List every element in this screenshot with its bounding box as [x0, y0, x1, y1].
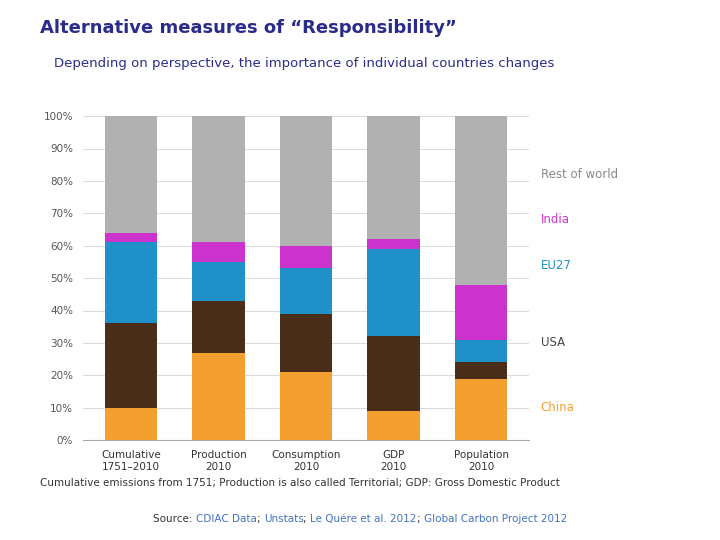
- Bar: [192, 116, 245, 242]
- Bar: [367, 116, 420, 239]
- Bar: [280, 246, 332, 268]
- Bar: [192, 301, 245, 353]
- Text: Alternative measures of “Responsibility”: Alternative measures of “Responsibility”: [40, 19, 456, 37]
- Bar: [367, 249, 420, 336]
- Bar: [455, 362, 508, 379]
- Text: USA: USA: [541, 336, 564, 349]
- Bar: [280, 116, 332, 246]
- Bar: [192, 353, 245, 440]
- Bar: [280, 372, 332, 440]
- Bar: [192, 116, 245, 242]
- Bar: [104, 233, 157, 242]
- Text: CDIAC Data: CDIAC Data: [196, 514, 257, 524]
- Text: EU27: EU27: [541, 259, 572, 272]
- Text: Source:: Source:: [153, 514, 196, 524]
- Bar: [104, 116, 157, 233]
- Text: Unstats: Unstats: [264, 514, 303, 524]
- Text: Cumulative emissions from 1751; Production is also called Territorial; GDP: Gros: Cumulative emissions from 1751; Producti…: [40, 478, 559, 488]
- Bar: [367, 239, 420, 249]
- Bar: [192, 242, 245, 262]
- Bar: [367, 411, 420, 440]
- Bar: [104, 242, 157, 323]
- Bar: [455, 116, 508, 285]
- Bar: [455, 285, 508, 340]
- Bar: [280, 268, 332, 314]
- Bar: [104, 116, 157, 233]
- Bar: [192, 262, 245, 301]
- Text: ;: ;: [417, 514, 423, 524]
- Bar: [455, 340, 508, 362]
- Bar: [104, 323, 157, 408]
- Bar: [455, 116, 508, 285]
- Text: Le Quére et al. 2012: Le Quére et al. 2012: [310, 514, 417, 524]
- Bar: [280, 314, 332, 372]
- Text: India: India: [541, 213, 570, 226]
- Text: Rest of world: Rest of world: [541, 168, 618, 181]
- Bar: [455, 379, 508, 440]
- Bar: [104, 408, 157, 440]
- Text: ;: ;: [257, 514, 264, 524]
- Bar: [280, 116, 332, 246]
- Bar: [367, 116, 420, 239]
- Text: ;: ;: [303, 514, 310, 524]
- Text: China: China: [541, 401, 575, 414]
- Text: Depending on perspective, the importance of individual countries changes: Depending on perspective, the importance…: [54, 57, 554, 70]
- Text: Global Carbon Project 2012: Global Carbon Project 2012: [423, 514, 567, 524]
- Bar: [367, 336, 420, 411]
